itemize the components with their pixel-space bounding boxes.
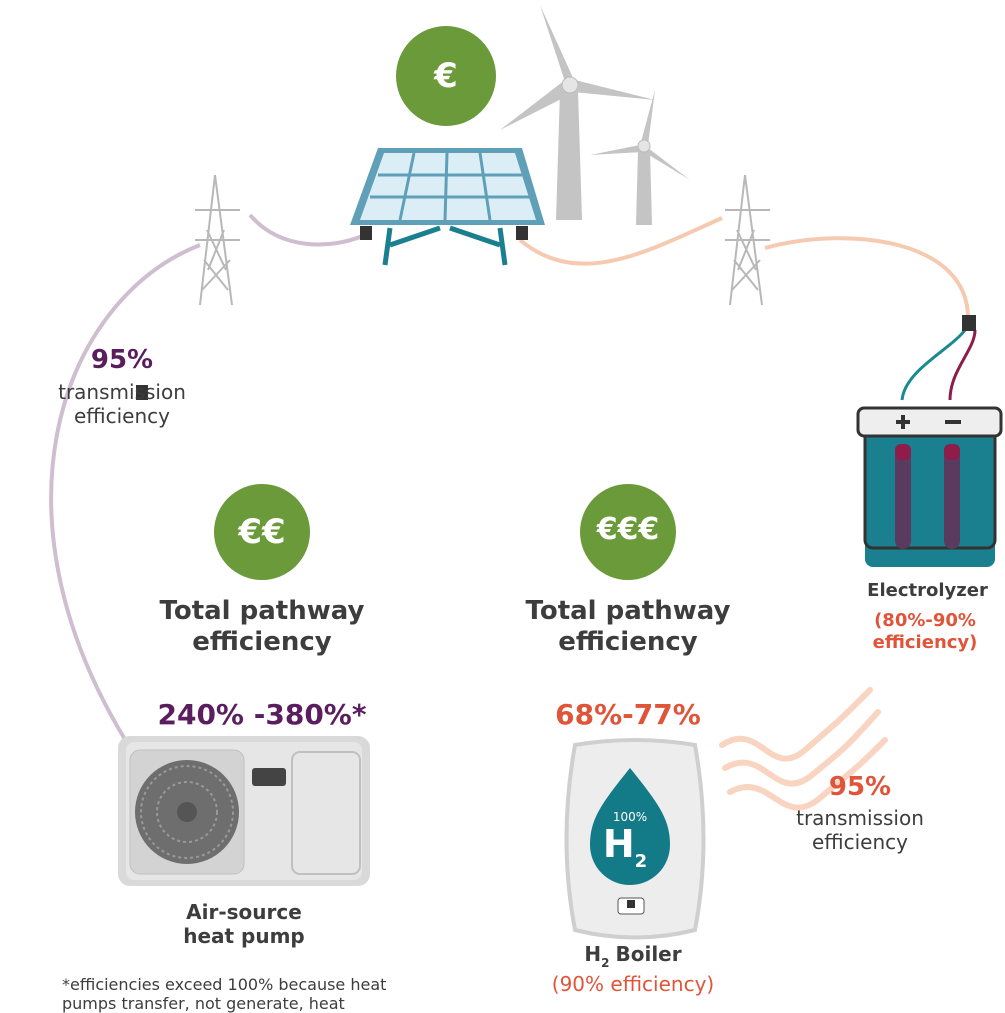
transmission-value: 95% xyxy=(42,345,202,376)
boiler-name: Boiler xyxy=(615,942,681,966)
pathway-range: 240% -380%* xyxy=(122,698,402,732)
pathway-title: Total pathway efficiency xyxy=(508,596,748,658)
heat-pump-name: Air-source heat pump xyxy=(174,900,314,948)
drop-symbol: H xyxy=(603,822,635,866)
drop-subscript: 2 xyxy=(635,851,648,872)
cost-badge: € xyxy=(396,56,496,97)
footnote: *efficiencies exceed 100% because heat p… xyxy=(62,975,442,1013)
boiler-symbol: H xyxy=(584,942,601,966)
infographic: € 95% transmission efficiency €€ Total p… xyxy=(0,0,1005,1013)
cost-badge: €€€ xyxy=(578,512,678,548)
pathway-title: Total pathway efficiency xyxy=(142,596,382,658)
boiler-efficiency: (90% efficiency) xyxy=(503,972,763,996)
pathway-range: 68%-77% xyxy=(508,698,748,732)
electrolyzer-name: Electrolyzer xyxy=(845,580,1005,602)
boiler-subscript: 2 xyxy=(601,956,609,970)
electrolyzer-efficiency: (80%-90% efficiency) xyxy=(855,610,995,653)
cost-badge: €€ xyxy=(212,512,312,553)
illustration xyxy=(0,0,1005,1013)
transmission-value: 95% xyxy=(790,772,930,803)
transmission-label: transmission efficiency xyxy=(770,806,950,854)
transmission-label: transmission efficiency xyxy=(32,380,212,428)
